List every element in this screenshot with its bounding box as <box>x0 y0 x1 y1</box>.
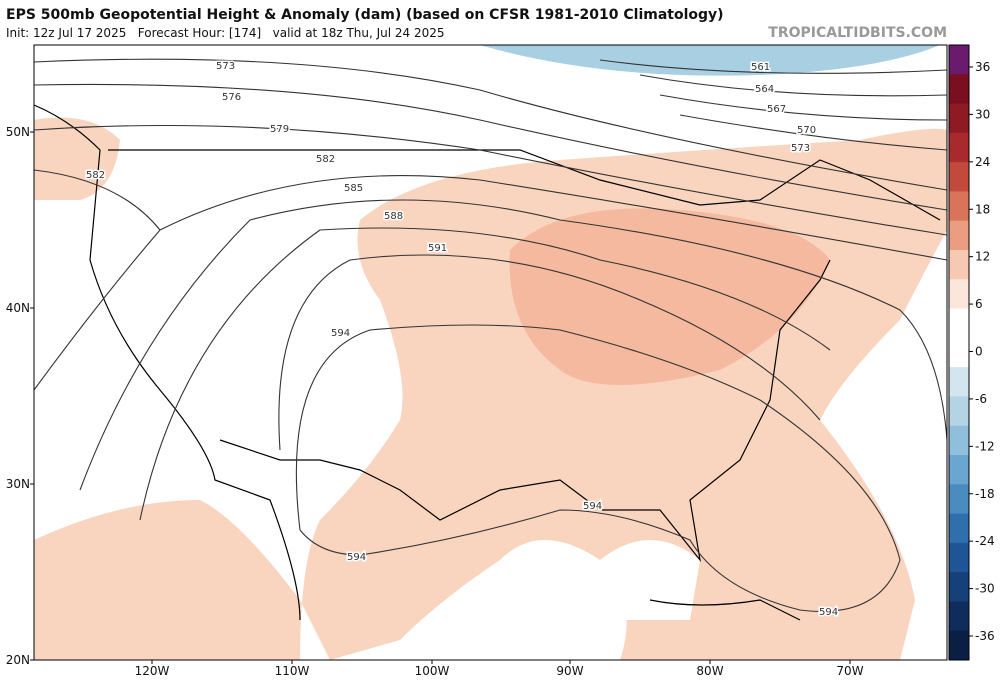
coastline <box>34 104 301 621</box>
latitude-label: 30N <box>6 477 30 491</box>
colorbar-segment <box>949 542 969 573</box>
longitude-label: 100W <box>415 664 450 678</box>
contour <box>278 254 821 451</box>
colorbar-label: -36 <box>975 629 995 643</box>
contour-label: 576 <box>222 92 241 103</box>
latitude-label: 20N <box>6 653 30 667</box>
contour <box>34 169 947 391</box>
contour <box>599 59 947 151</box>
colorbar-label: -24 <box>975 534 995 548</box>
colorbar-segment <box>949 279 969 310</box>
contour <box>139 227 831 521</box>
contour <box>295 324 901 612</box>
colorbar-segment <box>949 220 969 251</box>
colorbar-label: -12 <box>975 439 995 453</box>
contour-label: 582 <box>86 170 105 181</box>
colorbar-label: 0 <box>975 345 983 359</box>
gulf-gap <box>600 540 700 620</box>
colorbar-label: 6 <box>975 297 983 311</box>
watermark: TROPICALTIDBITS.COM <box>768 25 947 41</box>
colorbar-segment <box>949 337 969 368</box>
colorbar-label: 30 <box>975 107 990 121</box>
colorbar-segment <box>949 132 969 163</box>
colorbar-segment <box>949 630 969 661</box>
latitude-label: 40N <box>6 301 30 315</box>
negative-anomaly <box>480 45 940 76</box>
coastline <box>219 259 831 563</box>
axis-labels: 50N 40N 30N 20N 120W 110W 100W 90W 80W 70W <box>6 125 864 678</box>
longitude-label: 120W <box>135 664 170 678</box>
colorbar-segment <box>949 250 969 280</box>
contour-label: 564 <box>755 84 774 95</box>
colorbar-segment <box>949 308 969 339</box>
colorbar-segment <box>949 162 969 192</box>
colorbar-segment <box>949 601 969 632</box>
contour <box>34 124 947 236</box>
longitude-label: 110W <box>275 664 310 678</box>
contour-label: 594 <box>819 607 838 618</box>
colorbar-segment <box>949 103 969 134</box>
contour-label: 570 <box>797 125 816 136</box>
coastline <box>649 599 801 621</box>
title: EPS 500mb Geopotential Height & Anomaly … <box>6 7 724 23</box>
colorbar-segment <box>949 74 969 105</box>
colorbar: 36 30 24 18 12 6 0 -6 -12 -18 -24 -30 -36 <box>948 44 995 661</box>
colorbar-label: -6 <box>975 392 987 406</box>
longitude-label: 80W <box>696 664 723 678</box>
border <box>108 149 941 221</box>
colorbar-label: 12 <box>975 250 990 264</box>
contour-label: 567 <box>767 104 786 115</box>
contour-label: 594 <box>583 501 602 512</box>
map-frame <box>33 44 948 661</box>
contour-label: 591 <box>428 243 447 254</box>
latitude-label: 50N <box>6 125 30 139</box>
contour-label: 579 <box>270 124 289 135</box>
contour-labels: 573 576 579 582 585 588 591 594 594 594 … <box>85 60 840 620</box>
colorbar-label: 36 <box>975 60 990 74</box>
colorbar-label: 24 <box>975 155 990 169</box>
colorbar-label: -30 <box>975 582 995 596</box>
contour-label: 594 <box>331 328 350 339</box>
contour-label: 588 <box>384 211 403 222</box>
contour <box>34 58 947 191</box>
colorbar-segment <box>949 45 969 75</box>
map-area: 573 576 579 582 585 588 591 594 594 594 … <box>34 45 947 660</box>
longitude-label: 70W <box>836 664 863 678</box>
subtitle: Init: 12z Jul 17 2025 Forecast Hour: [17… <box>6 26 445 40</box>
contour-label: 582 <box>316 154 335 165</box>
positive-anomaly <box>34 117 120 200</box>
contour-label: 594 <box>347 552 366 563</box>
colorbar-label: 18 <box>975 202 990 216</box>
colorbar-segment <box>949 396 969 427</box>
colorbar-segment <box>949 425 969 456</box>
contour <box>79 199 947 491</box>
longitude-label: 90W <box>556 664 583 678</box>
strong-positive-anomaly <box>509 208 830 385</box>
coastlines-borders <box>34 104 941 621</box>
contour-label: 573 <box>216 61 235 72</box>
contour-label: 573 <box>791 143 810 154</box>
colorbar-segment <box>949 367 969 397</box>
colorbar-segment <box>949 191 969 222</box>
colorbar-segment <box>949 484 969 515</box>
contour-label: 585 <box>344 183 363 194</box>
colorbar-segment <box>949 513 969 544</box>
colorbar-segment <box>949 455 969 485</box>
height-contours <box>34 58 947 612</box>
contour <box>34 83 947 211</box>
colorbar-segment <box>949 572 969 602</box>
colorbar-label: -18 <box>975 487 995 501</box>
colorbar-frame <box>948 44 970 661</box>
contour-label: 561 <box>751 62 770 73</box>
